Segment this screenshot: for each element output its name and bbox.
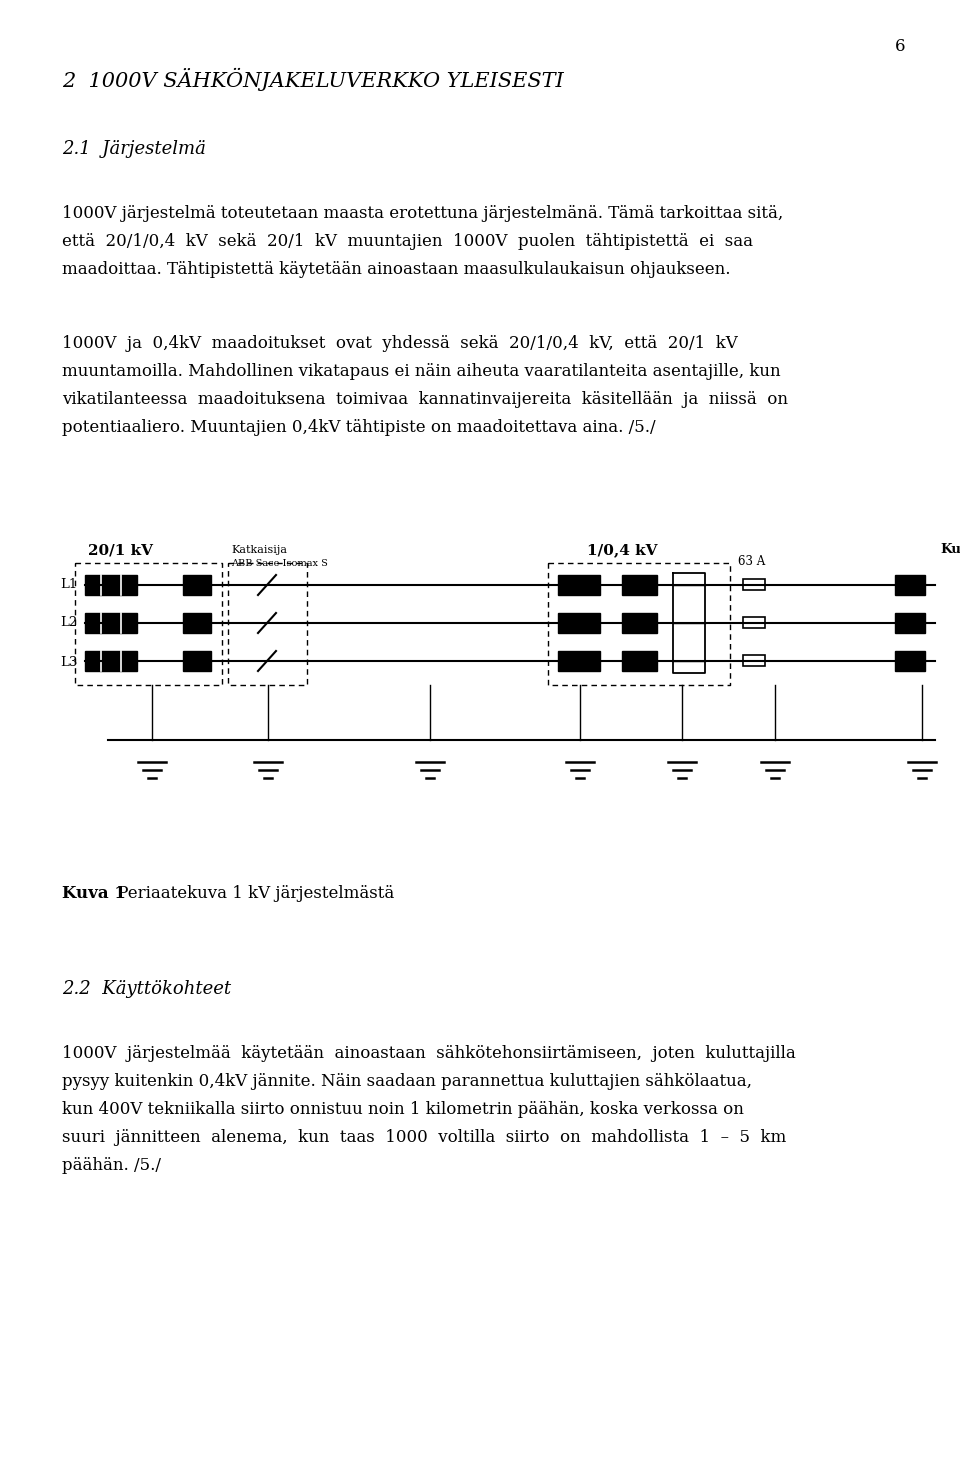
Text: potentiaaliero. Muuntajien 0,4kV tähtipiste on maadoitettava aina. /5./: potentiaaliero. Muuntajien 0,4kV tähtipi… [62, 419, 656, 437]
Bar [895, 650, 925, 671]
Text: suuri  jännitteen  alenema,  kun  taas  1000  voltilla  siirto  on  mahdollista : suuri jännitteen alenema, kun taas 1000 … [62, 1128, 786, 1146]
Bar [85, 650, 137, 671]
Text: 6: 6 [895, 38, 905, 55]
Bar [622, 575, 657, 594]
Bar [622, 614, 657, 633]
Text: kun 400V tekniikalla siirto onnistuu noin 1 kilometrin päähän, koska verkossa on: kun 400V tekniikalla siirto onnistuu noi… [62, 1100, 744, 1118]
Text: Katkaisija: Katkaisija [231, 544, 287, 555]
Bar [558, 575, 600, 594]
Text: 1000V järjestelmä toteutetaan maasta erotettuna järjestelmänä. Tämä tarkoittaa s: 1000V järjestelmä toteutetaan maasta ero… [62, 205, 783, 223]
Text: 2  1000V SÄHKÖNJAKELUVERKKO YLEISESTI: 2 1000V SÄHKÖNJAKELUVERKKO YLEISESTI [62, 68, 564, 91]
Text: 63 A: 63 A [738, 555, 765, 568]
Text: että  20/1/0,4  kV  sekä  20/1  kV  muuntajien  1000V  puolen  tähtipistettä  ei: että 20/1/0,4 kV sekä 20/1 kV muuntajien… [62, 233, 753, 249]
Text: 2.2  Käyttökohteet: 2.2 Käyttökohteet [62, 979, 231, 999]
Text: päähän. /5./: päähän. /5./ [62, 1156, 161, 1174]
Bar [85, 575, 137, 594]
Bar [743, 580, 765, 590]
Text: Periaatekuva 1 kV järjestelmästä: Periaatekuva 1 kV järjestelmästä [112, 885, 395, 903]
Bar [558, 650, 600, 671]
Bar [743, 655, 765, 667]
Text: L1: L1 [60, 578, 77, 591]
Text: L2: L2 [60, 617, 77, 630]
Text: 1000V  ja  0,4kV  maadoitukset  ovat  yhdessä  sekä  20/1/0,4  kV,  että  20/1  : 1000V ja 0,4kV maadoitukset ovat yhdessä… [62, 335, 737, 353]
Text: 2.1  Järjestelmä: 2.1 Järjestelmä [62, 140, 205, 158]
Text: 1000V  järjestelmää  käytetään  ainoastaan  sähkötehonsiirtämiseen,  joten  kulu: 1000V järjestelmää käytetään ainoastaan … [62, 1044, 796, 1062]
Bar [895, 614, 925, 633]
Text: L3: L3 [60, 655, 78, 668]
Text: 1/0,4 kV: 1/0,4 kV [587, 543, 658, 558]
Bar [85, 614, 137, 633]
Text: muuntamoilla. Mahdollinen vikatapaus ei näin aiheuta vaaratilanteita asentajille: muuntamoilla. Mahdollinen vikatapaus ei … [62, 363, 780, 381]
Bar [743, 617, 765, 628]
Text: Kuva 1: Kuva 1 [62, 885, 126, 903]
Bar [558, 614, 600, 633]
Bar [183, 614, 211, 633]
Bar [183, 575, 211, 594]
Text: maadoittaa. Tähtipistettä käytetään ainoastaan maasulkulaukaisun ohjaukseen.: maadoittaa. Tähtipistettä käytetään aino… [62, 261, 731, 277]
Bar [895, 575, 925, 594]
Text: vikatilanteessa  maadoituksena  toimivaa  kannatinvaijereita  käsitellään  ja  n: vikatilanteessa maadoituksena toimivaa k… [62, 391, 788, 409]
Text: ABB Sace Isomax S: ABB Sace Isomax S [231, 559, 328, 568]
Bar [183, 650, 211, 671]
Bar [622, 650, 657, 671]
Text: 20/1 kV: 20/1 kV [87, 543, 153, 558]
Text: pysyy kuitenkin 0,4kV jännite. Näin saadaan parannettua kuluttajien sähkölaatua,: pysyy kuitenkin 0,4kV jännite. Näin saad… [62, 1072, 752, 1090]
Text: Kuluttaja: Kuluttaja [940, 543, 960, 556]
